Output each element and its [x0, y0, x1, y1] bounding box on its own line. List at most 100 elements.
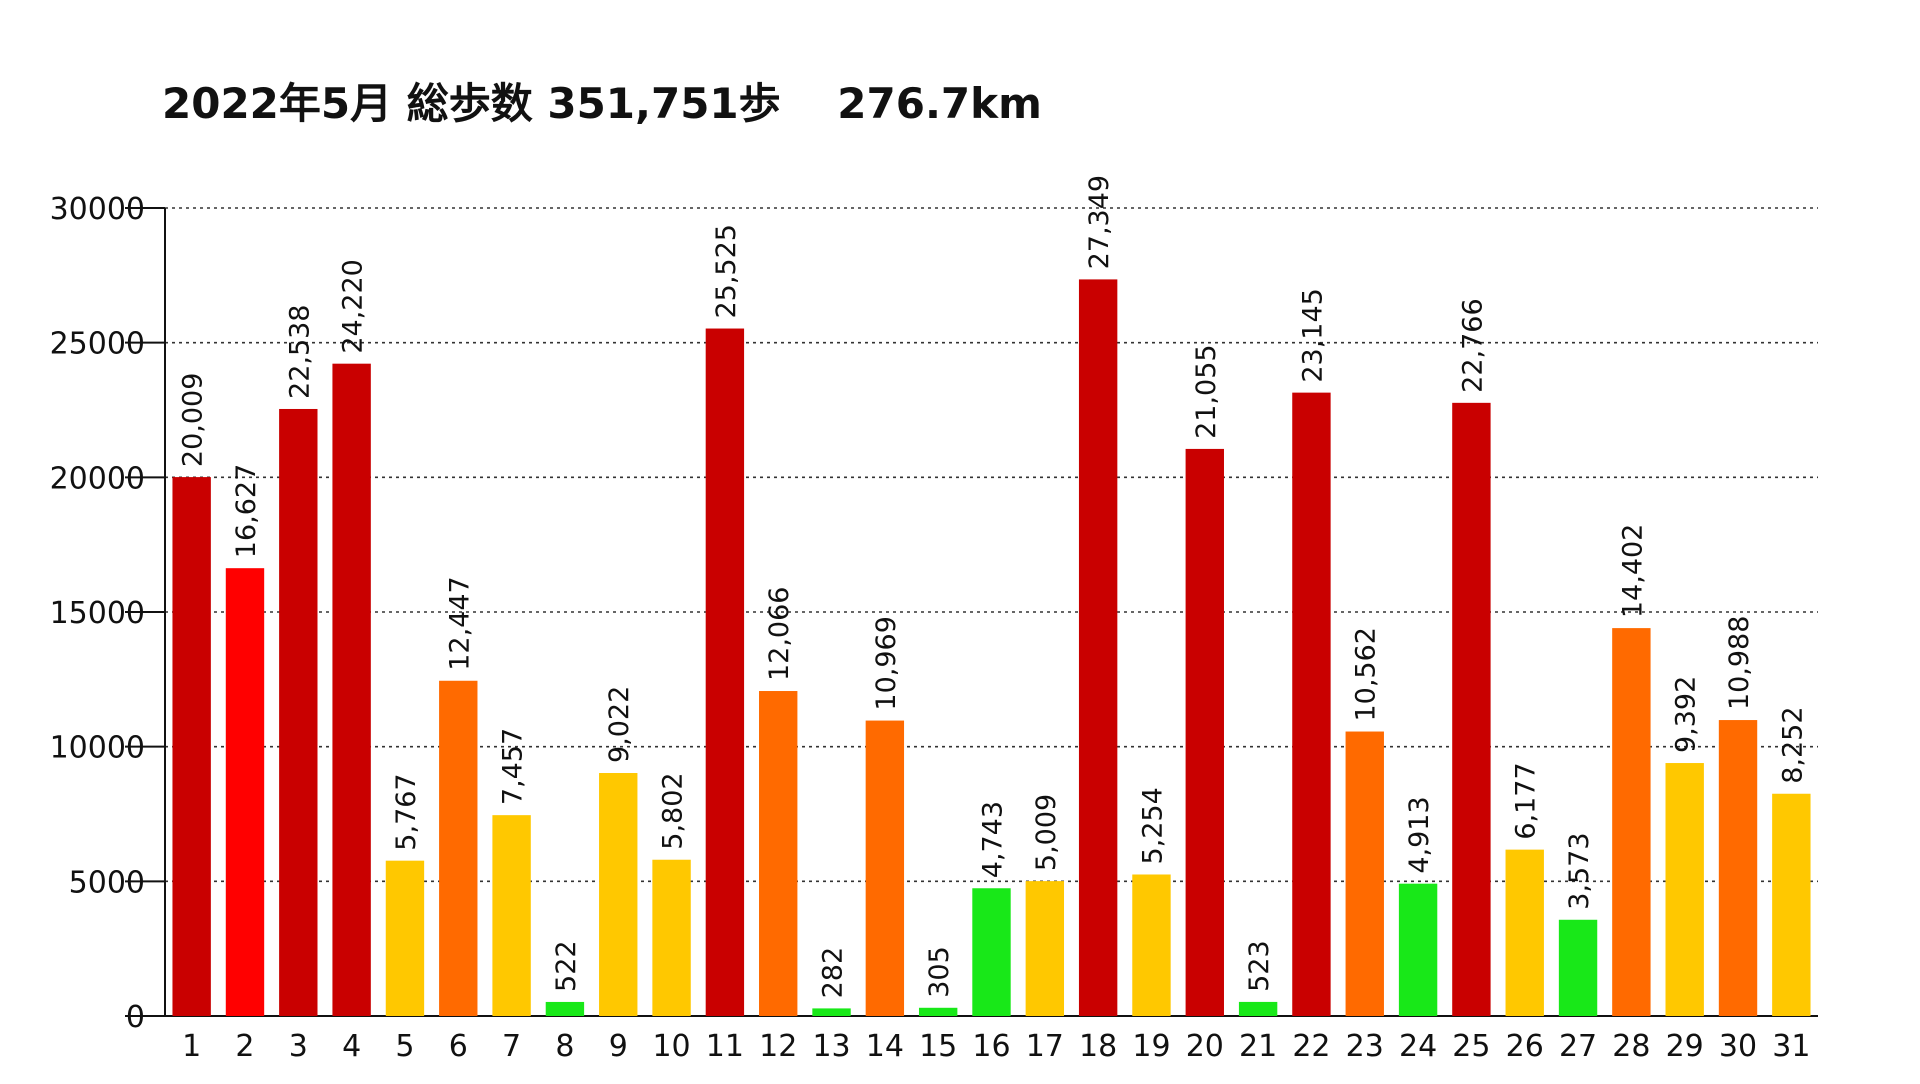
value-label: 4,913	[1404, 796, 1435, 873]
value-label: 523	[1244, 940, 1275, 992]
y-tick-label: 10000	[50, 731, 145, 766]
value-label: 27,349	[1084, 175, 1115, 269]
bar	[1612, 628, 1651, 1016]
value-label: 10,562	[1351, 627, 1382, 721]
bar	[279, 408, 318, 1016]
bar	[545, 1001, 585, 1016]
value-label: 14,402	[1617, 524, 1648, 618]
chart-title: 2022年5月 総歩数 351,751歩 276.7km	[162, 79, 1042, 128]
bar	[1558, 919, 1598, 1016]
y-tick-label: 20000	[50, 461, 145, 496]
x-tick-label: 31	[1772, 1029, 1810, 1064]
x-tick-label: 9	[609, 1029, 628, 1064]
y-tick-label: 15000	[50, 596, 145, 631]
bar	[812, 1008, 851, 1016]
value-label: 5,802	[658, 772, 689, 849]
x-tick-label: 12	[759, 1029, 797, 1064]
value-label: 16,627	[231, 464, 262, 558]
value-label: 9,022	[604, 686, 635, 763]
x-tick-label: 4	[342, 1029, 361, 1064]
bar	[1025, 881, 1065, 1016]
x-tick-label: 13	[812, 1029, 850, 1064]
bar	[1718, 720, 1758, 1016]
value-label: 5,009	[1031, 794, 1062, 871]
x-tick-label: 14	[866, 1029, 904, 1064]
x-tick-label: 20	[1186, 1029, 1224, 1064]
value-label: 20,009	[178, 373, 209, 467]
value-label: 22,538	[284, 304, 315, 398]
value-label: 305	[924, 946, 955, 998]
value-label: 4,743	[978, 801, 1009, 878]
bar	[918, 1007, 958, 1016]
bar	[172, 477, 211, 1016]
value-label: 9,392	[1671, 676, 1702, 753]
value-label: 3,573	[1564, 832, 1595, 909]
x-tick-label: 5	[395, 1029, 414, 1064]
value-label: 8,252	[1777, 706, 1808, 783]
x-tick-label: 23	[1346, 1029, 1384, 1064]
x-tick-label: 17	[1026, 1029, 1064, 1064]
value-label: 7,457	[498, 728, 529, 805]
bar	[385, 860, 425, 1016]
bar	[225, 568, 265, 1016]
bar	[652, 859, 691, 1016]
value-label: 5,767	[391, 773, 422, 850]
x-tick-label: 27	[1559, 1029, 1597, 1064]
x-tick-label: 30	[1719, 1029, 1757, 1064]
value-label: 23,145	[1297, 288, 1328, 382]
x-tick-label: 26	[1506, 1029, 1544, 1064]
x-tick-label: 29	[1666, 1029, 1704, 1064]
bar	[1078, 279, 1118, 1016]
x-tick-labels: 1 2 3 4 5 6 7 8 9 10 11 12 13 14 15 16 17 18 19 20 21 22 23 24 2…	[182, 1029, 1810, 1064]
bar	[439, 680, 478, 1016]
y-tick-label: 25000	[50, 327, 145, 362]
bar	[1345, 731, 1384, 1016]
x-tick-label: 16	[972, 1029, 1010, 1064]
x-tick-label: 2	[235, 1029, 254, 1064]
x-tick-label: 8	[555, 1029, 574, 1064]
x-tick-label: 1	[182, 1029, 201, 1064]
value-label: 24,220	[338, 259, 369, 353]
x-tick-label: 10	[652, 1029, 690, 1064]
x-tick-label: 21	[1239, 1029, 1277, 1064]
value-label: 10,969	[871, 616, 902, 710]
value-label: 6,177	[1511, 762, 1542, 839]
bar	[972, 888, 1011, 1016]
y-tick-label: 30000	[50, 192, 145, 227]
bar	[759, 691, 798, 1016]
bar	[1398, 883, 1438, 1016]
bar	[1505, 849, 1544, 1016]
x-tick-label: 3	[289, 1029, 308, 1064]
bar	[865, 720, 905, 1016]
bar	[1292, 392, 1331, 1016]
value-label: 21,055	[1191, 344, 1222, 438]
x-tick-label: 6	[449, 1029, 468, 1064]
x-tick-label: 15	[919, 1029, 957, 1064]
x-tick-label: 24	[1399, 1029, 1437, 1064]
bar	[1452, 402, 1491, 1017]
x-tick-label: 18	[1079, 1029, 1117, 1064]
value-label: 25,525	[711, 224, 742, 318]
bars	[172, 279, 1811, 1017]
bar	[332, 363, 371, 1016]
value-labels: 20,009 16,627 22,538 24,220 5,767 12,447 7,457…	[178, 175, 1809, 998]
y-tick-label: 0	[126, 1000, 145, 1035]
x-tick-label: 22	[1292, 1029, 1330, 1064]
bar	[599, 773, 638, 1016]
bar	[1665, 763, 1704, 1016]
x-tick-label: 25	[1452, 1029, 1490, 1064]
x-tick-label: 28	[1612, 1029, 1650, 1064]
value-label: 522	[551, 940, 582, 992]
bar	[1132, 874, 1171, 1016]
value-label: 22,766	[1457, 298, 1488, 392]
value-label: 12,447	[444, 576, 475, 670]
bar	[1772, 793, 1811, 1016]
bar	[492, 815, 531, 1016]
bar	[1185, 448, 1224, 1016]
bar	[1238, 1001, 1278, 1016]
value-label: 282	[818, 947, 849, 999]
y-tick-labels: 0 5000 10000 15000 20000 25000 30000	[50, 192, 145, 1035]
x-tick-label: 19	[1132, 1029, 1170, 1064]
